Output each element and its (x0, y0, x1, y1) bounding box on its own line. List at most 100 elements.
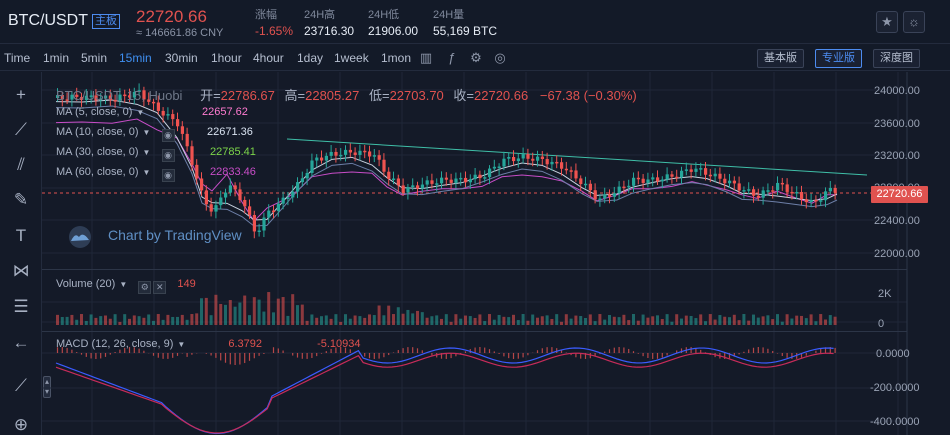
text-tool-icon[interactable]: T (15, 226, 27, 245)
macd-axis-label: -400.0000 (870, 416, 920, 428)
legend-label: MA (5, close, 0) (56, 106, 133, 118)
candle-body (180, 126, 184, 134)
candle-body (531, 158, 535, 161)
candle-body (636, 177, 640, 180)
theme-button[interactable]: ☼ (903, 11, 925, 33)
brush-icon[interactable]: ✎ (13, 190, 29, 209)
visibility-icon[interactable]: ◉ (161, 149, 175, 162)
timeframe-time[interactable]: Time (4, 51, 31, 65)
price-chart[interactable]: BTC/USDT, 15, Huobi 开=22786.67 高=22805.2… (42, 72, 950, 435)
indicators-icon[interactable]: ƒ (448, 50, 456, 65)
volume-bar (291, 294, 295, 325)
chevron-down-icon[interactable]: ▼ (119, 280, 128, 289)
volume-bar (416, 310, 419, 325)
legend-ma60[interactable]: MA (60, close, 0) ▼ ◉ (56, 166, 175, 182)
pattern-icon[interactable]: ⋈ (12, 261, 30, 280)
visibility-icon[interactable]: ◉ (161, 129, 175, 142)
candle-body (204, 190, 208, 205)
candle-body (761, 190, 765, 198)
volume-bar (75, 319, 79, 325)
panel-divider[interactable] (42, 269, 907, 270)
legend-ma5[interactable]: MA (5, close, 0) ▼ (56, 106, 144, 118)
settings-icon[interactable]: ⚙ (138, 281, 152, 294)
candle-body (300, 178, 304, 183)
legend-volume[interactable]: Volume (20) ▼ ⚙ ✕ 149 (56, 278, 196, 294)
toolbar-scroll-handle[interactable]: ▴ ▾ (43, 376, 51, 398)
settings-icon[interactable]: ⚙ (470, 50, 482, 65)
close-icon[interactable]: ✕ (153, 281, 167, 294)
macd-plot (55, 347, 836, 435)
legend-macd[interactable]: MACD (12, 26, close, 9) ▼ 6.3792 -5.10934 (56, 338, 361, 350)
timeframe-4hour[interactable]: 4hour (253, 51, 284, 65)
chevron-down-icon[interactable]: ▼ (136, 108, 145, 117)
volume-bar (728, 317, 731, 325)
volume-bar (483, 321, 487, 325)
legend-ma10[interactable]: MA (10, close, 0) ▼ ◉ (56, 126, 175, 142)
volume-bar (243, 295, 247, 325)
fibonacci-icon[interactable]: ☰ (13, 297, 29, 316)
chevron-down-icon[interactable]: ▼ (177, 340, 186, 349)
pair-name[interactable]: BTC/USDT (8, 12, 88, 29)
pair-badge: 主板 (92, 14, 120, 29)
volume-bar (833, 316, 837, 325)
mode-depth-button[interactable]: 深度图 (873, 49, 920, 68)
candle-body (224, 192, 228, 198)
volume-bar (372, 315, 376, 325)
timeframe-30min[interactable]: 30min (165, 51, 198, 65)
zoom-in-icon[interactable]: ⊕ (13, 415, 29, 434)
volume-bars (56, 292, 837, 325)
candle-type-icon[interactable]: ▥ (419, 50, 433, 65)
open-label: 开= (200, 88, 221, 103)
candle-body (348, 149, 352, 153)
timeframe-1day[interactable]: 1day (297, 51, 324, 65)
parallel-lines-icon[interactable]: ⫽ (17, 155, 25, 174)
chart-canvas[interactable] (42, 72, 950, 435)
volume-bar (747, 320, 751, 325)
candle-body (310, 160, 314, 173)
visibility-icon[interactable]: ◉ (161, 169, 175, 182)
candle-body (521, 154, 525, 159)
candle-body (60, 95, 64, 100)
volume-bar (694, 318, 698, 325)
volume-bar (411, 313, 415, 325)
back-arrow-icon[interactable]: ← (12, 333, 30, 352)
chevron-down-icon[interactable]: ▼ (142, 168, 151, 177)
volume-bar (430, 316, 434, 325)
panel-divider[interactable] (42, 331, 907, 332)
screenshot-icon[interactable]: ◎ (494, 50, 506, 65)
timeframe-15min[interactable]: 15min (119, 51, 152, 65)
volume-bar (766, 315, 770, 325)
volume-bar (780, 321, 784, 325)
volume-bar (617, 317, 621, 325)
crosshair-icon[interactable]: + (16, 85, 26, 104)
ruler-icon[interactable]: ⟋ (15, 376, 27, 395)
price-axis-label: 22400.00 (874, 215, 920, 227)
star-icon: ★ (881, 14, 893, 29)
mode-basic-button[interactable]: 基本版 (757, 49, 804, 68)
candle-body (603, 194, 607, 199)
timeframe-1week[interactable]: 1week (334, 51, 369, 65)
candle-body (713, 173, 717, 177)
volume-axis-label: 0 (878, 318, 885, 330)
legend-ma30[interactable]: MA (30, close, 0) ▼ ◉ (56, 146, 175, 162)
volume-bar (608, 314, 611, 325)
trendline-icon[interactable]: ⟋ (15, 120, 27, 139)
timeframe-1mon[interactable]: 1mon (381, 51, 412, 65)
candle-body (828, 187, 832, 192)
favorite-button[interactable]: ★ (876, 11, 898, 33)
volume-bar (723, 316, 727, 325)
volume-bar (737, 320, 741, 325)
chevron-down-icon[interactable]: ▼ (142, 148, 151, 157)
candle-body (646, 179, 650, 183)
volume-bar (65, 316, 69, 325)
timeframe-1min[interactable]: 1min (43, 51, 70, 65)
mode-pro-button[interactable]: 专业版 (815, 49, 862, 68)
volume-bar (444, 314, 448, 325)
candle-body (228, 185, 232, 193)
timeframe-5min[interactable]: 5min (81, 51, 108, 65)
chevron-down-icon[interactable]: ▼ (142, 128, 151, 137)
candle-body (627, 185, 631, 188)
close-label: 收= (453, 88, 475, 103)
volume-bar (204, 297, 208, 325)
timeframe-1hour[interactable]: 1hour (211, 51, 242, 65)
